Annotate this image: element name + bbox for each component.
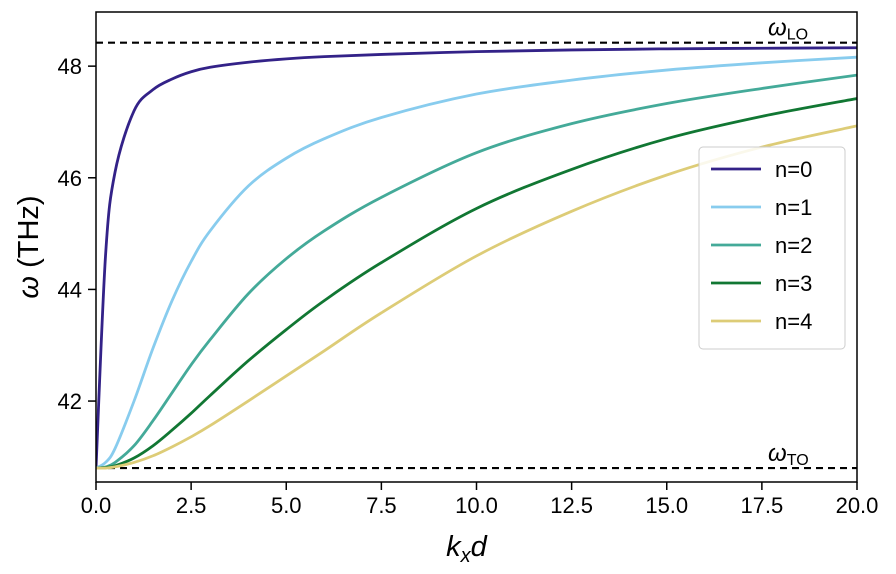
x-tick-label: 7.5 xyxy=(366,493,397,518)
series-line-n2 xyxy=(96,73,857,470)
y-tick-label: 42 xyxy=(58,389,82,414)
x-tick-label: 17.5 xyxy=(740,493,783,518)
series-group xyxy=(96,46,857,470)
x-tick-label: 10.0 xyxy=(455,493,498,518)
x-tick-label: 5.0 xyxy=(271,493,302,518)
x-tick-label: 2.5 xyxy=(176,493,207,518)
legend-label-n4: n=4 xyxy=(775,309,812,334)
x-tick-label: 12.5 xyxy=(550,493,593,518)
reference-label-to: ωTO xyxy=(768,440,809,469)
y-tick-label: 44 xyxy=(58,277,82,302)
y-axis-label: ω (THz) xyxy=(13,195,45,298)
legend-label-n1: n=1 xyxy=(775,195,812,220)
legend-label-n2: n=2 xyxy=(775,233,812,258)
x-tick-label: 0.0 xyxy=(81,493,112,518)
x-tick-label: 15.0 xyxy=(645,493,688,518)
reference-label-lo: ωLO xyxy=(768,15,808,44)
legend-label-n3: n=3 xyxy=(775,271,812,296)
y-tick-label: 46 xyxy=(58,166,82,191)
x-axis-label: kxd xyxy=(446,531,488,567)
series-line-n0 xyxy=(96,46,857,470)
legend-label-n0: n=0 xyxy=(775,157,812,182)
series-line-n1 xyxy=(96,55,857,470)
series-line-n4 xyxy=(96,124,857,470)
x-tick-label: 20.0 xyxy=(836,493,879,518)
y-tick-label: 48 xyxy=(58,54,82,79)
legend-box xyxy=(698,146,846,350)
series-line-n3 xyxy=(96,97,857,470)
